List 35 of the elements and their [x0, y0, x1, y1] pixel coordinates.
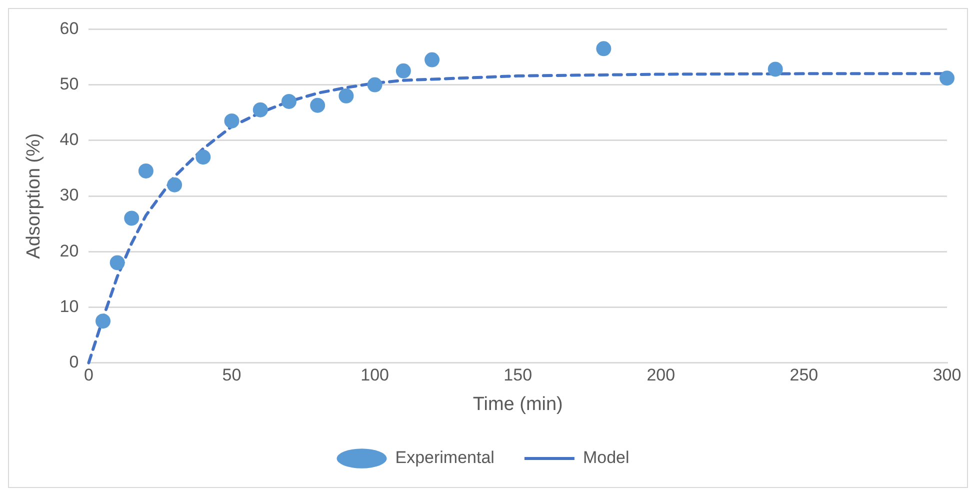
x-tick-label: 200	[646, 366, 676, 385]
point	[596, 41, 612, 56]
y-axis-title: Adsorption (%)	[24, 133, 45, 259]
y-tick-label: 0	[69, 352, 79, 372]
point	[424, 52, 440, 68]
legend-label: Model	[582, 448, 630, 468]
point	[96, 314, 111, 329]
x-tick-label: 50	[222, 366, 242, 385]
x-tick-label: 300	[932, 366, 962, 385]
x-axis-title: Time (min)	[472, 394, 563, 415]
point	[167, 177, 182, 192]
point	[252, 102, 268, 118]
point	[138, 163, 154, 178]
legend-label: Experimental	[395, 448, 494, 468]
point	[940, 70, 954, 86]
y-tick-label: 60	[60, 18, 79, 38]
point	[281, 94, 296, 109]
point	[224, 113, 240, 128]
x-tick-label: 0	[84, 366, 94, 385]
x-tick-label: 150	[504, 366, 532, 385]
point	[338, 88, 354, 104]
point	[310, 98, 326, 113]
point	[110, 255, 125, 270]
y-tick-label: 50	[60, 74, 79, 94]
point	[367, 77, 382, 92]
x-tick-label: 100	[360, 366, 389, 385]
y-tick-label: 30	[60, 186, 79, 205]
point	[124, 210, 140, 226]
point	[396, 63, 411, 78]
y-tick-label: 40	[60, 130, 79, 150]
point	[768, 62, 783, 77]
y-tick-label: 10	[60, 296, 79, 316]
point	[196, 150, 211, 165]
x-tick-label: 250	[790, 366, 818, 385]
y-tick-label: 20	[60, 241, 79, 260]
